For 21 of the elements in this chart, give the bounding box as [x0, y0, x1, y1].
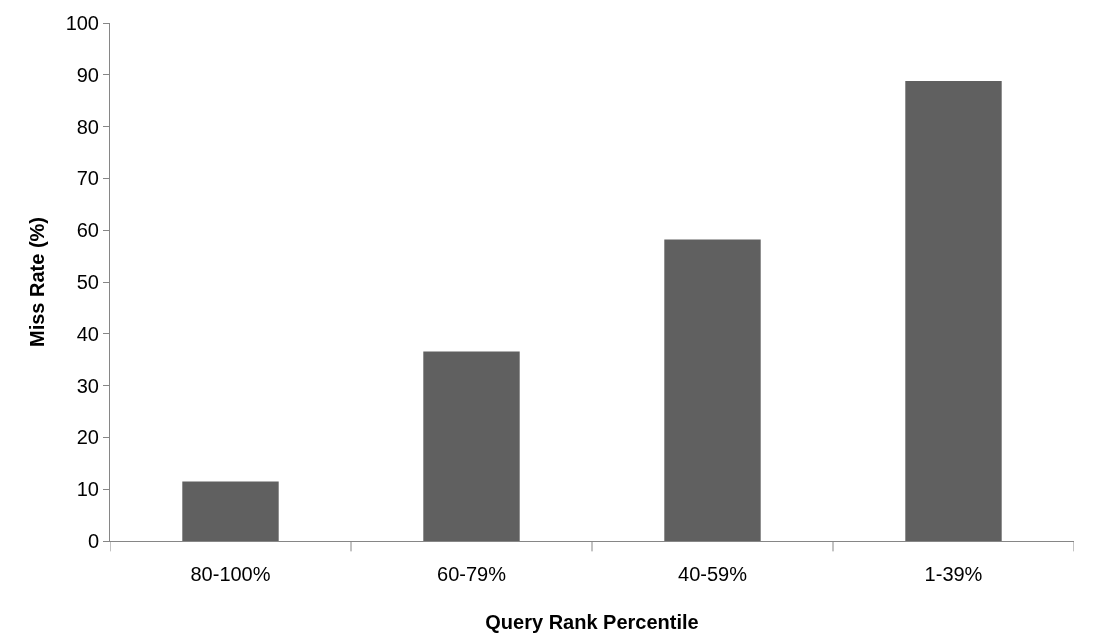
bar — [664, 239, 761, 541]
bar — [182, 481, 279, 541]
x-tick-label: 1-39% — [924, 563, 983, 585]
y-tick-label: 40 — [76, 322, 99, 345]
y-tick-label: 20 — [76, 426, 99, 449]
bar — [905, 81, 1002, 541]
x-tick-label: 40-59% — [678, 563, 748, 585]
y-tick-label: 0 — [87, 530, 99, 552]
y-axis-title: Miss Rate (%) — [26, 216, 49, 348]
y-tick-label: 60 — [76, 219, 99, 242]
y-tick-label: 30 — [76, 374, 99, 397]
x-tick-label: 60-79% — [437, 563, 507, 585]
x-axis-title: Query Rank Percentile — [485, 610, 699, 633]
x-tick-label: 80-100% — [190, 563, 271, 585]
y-tick-label: 70 — [76, 167, 99, 190]
y-tick-label: 100 — [65, 12, 99, 34]
y-tick-label: 90 — [76, 63, 99, 86]
y-tick-label: 50 — [76, 271, 99, 293]
bar — [423, 351, 520, 541]
y-tick-label: 80 — [76, 115, 99, 138]
y-tick-label: 10 — [76, 478, 99, 501]
